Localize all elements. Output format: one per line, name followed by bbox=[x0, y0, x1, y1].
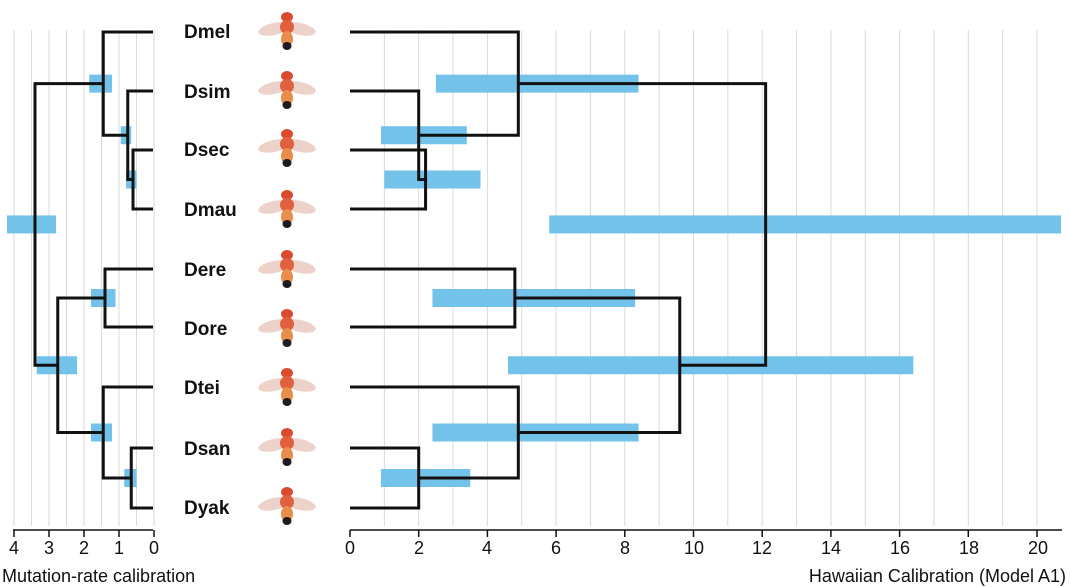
right-tick-label: 8 bbox=[620, 538, 630, 558]
left-gridlines bbox=[13, 30, 155, 526]
right-tick-label: 2 bbox=[414, 538, 424, 558]
fly-images bbox=[257, 12, 317, 525]
taxon-label-dore: Dore bbox=[184, 319, 227, 340]
right-tick-label: 18 bbox=[959, 538, 979, 558]
right-tick-label: 4 bbox=[482, 538, 492, 558]
hpd-bar bbox=[7, 215, 56, 234]
taxon-label-dyak: Dyak bbox=[184, 498, 230, 519]
tree-branch bbox=[33, 82, 104, 367]
fly-image-dmau bbox=[257, 190, 317, 228]
taxon-label-dsim: Dsim bbox=[184, 82, 230, 103]
taxon-label-dsan: Dsan bbox=[184, 439, 230, 460]
left-tick-label: 0 bbox=[149, 538, 159, 558]
hpd-bar bbox=[549, 215, 1062, 234]
left-axis-title: Mutation-rate calibration bbox=[2, 566, 195, 586]
taxon-label-dere: Dere bbox=[184, 260, 226, 281]
right-tree-branches bbox=[350, 30, 768, 510]
fly-image-dsec bbox=[257, 129, 317, 167]
fly-image-dere bbox=[257, 250, 317, 288]
right-tick-label: 6 bbox=[551, 538, 561, 558]
right-tick-label: 0 bbox=[345, 538, 355, 558]
right-tick-label: 16 bbox=[890, 538, 910, 558]
taxon-label-dmau: Dmau bbox=[184, 200, 237, 221]
left-tree-branches bbox=[33, 30, 153, 510]
left-tick-label: 3 bbox=[44, 538, 54, 558]
fly-image-dmel bbox=[257, 12, 317, 50]
taxon-label-dtei: Dtei bbox=[184, 378, 220, 399]
taxon-labels: Dmel Dsim Dsec Dmau Dere Dore Dtei Dsan … bbox=[184, 22, 237, 519]
right-axis: 0 2 4 6 8 10 12 14 16 18 20 Hawaiian Cal… bbox=[345, 529, 1066, 586]
hpd-bar bbox=[384, 170, 481, 189]
left-tick-label: 4 bbox=[9, 538, 19, 558]
taxon-label-dsec: Dsec bbox=[184, 140, 230, 161]
fly-image-dtei bbox=[257, 368, 317, 406]
right-tick-label: 12 bbox=[752, 538, 772, 558]
right-tick-label: 20 bbox=[1028, 538, 1048, 558]
taxon-label-dmel: Dmel bbox=[184, 22, 230, 43]
fly-image-dyak bbox=[257, 487, 317, 525]
left-axis: 4 3 2 1 0 Mutation-rate calibration bbox=[2, 529, 195, 586]
right-gridlines bbox=[383, 30, 1038, 526]
left-tick-label: 2 bbox=[79, 538, 89, 558]
tree-branch bbox=[518, 82, 768, 367]
left-tick-label: 1 bbox=[114, 538, 124, 558]
right-tick-label: 14 bbox=[821, 538, 841, 558]
right-tick-label: 10 bbox=[684, 538, 704, 558]
right-axis-title: Hawaiian Calibration (Model A1) bbox=[809, 566, 1066, 586]
fly-image-dsan bbox=[257, 428, 317, 466]
fly-image-dore bbox=[257, 309, 317, 347]
fly-image-dsim bbox=[257, 71, 317, 109]
